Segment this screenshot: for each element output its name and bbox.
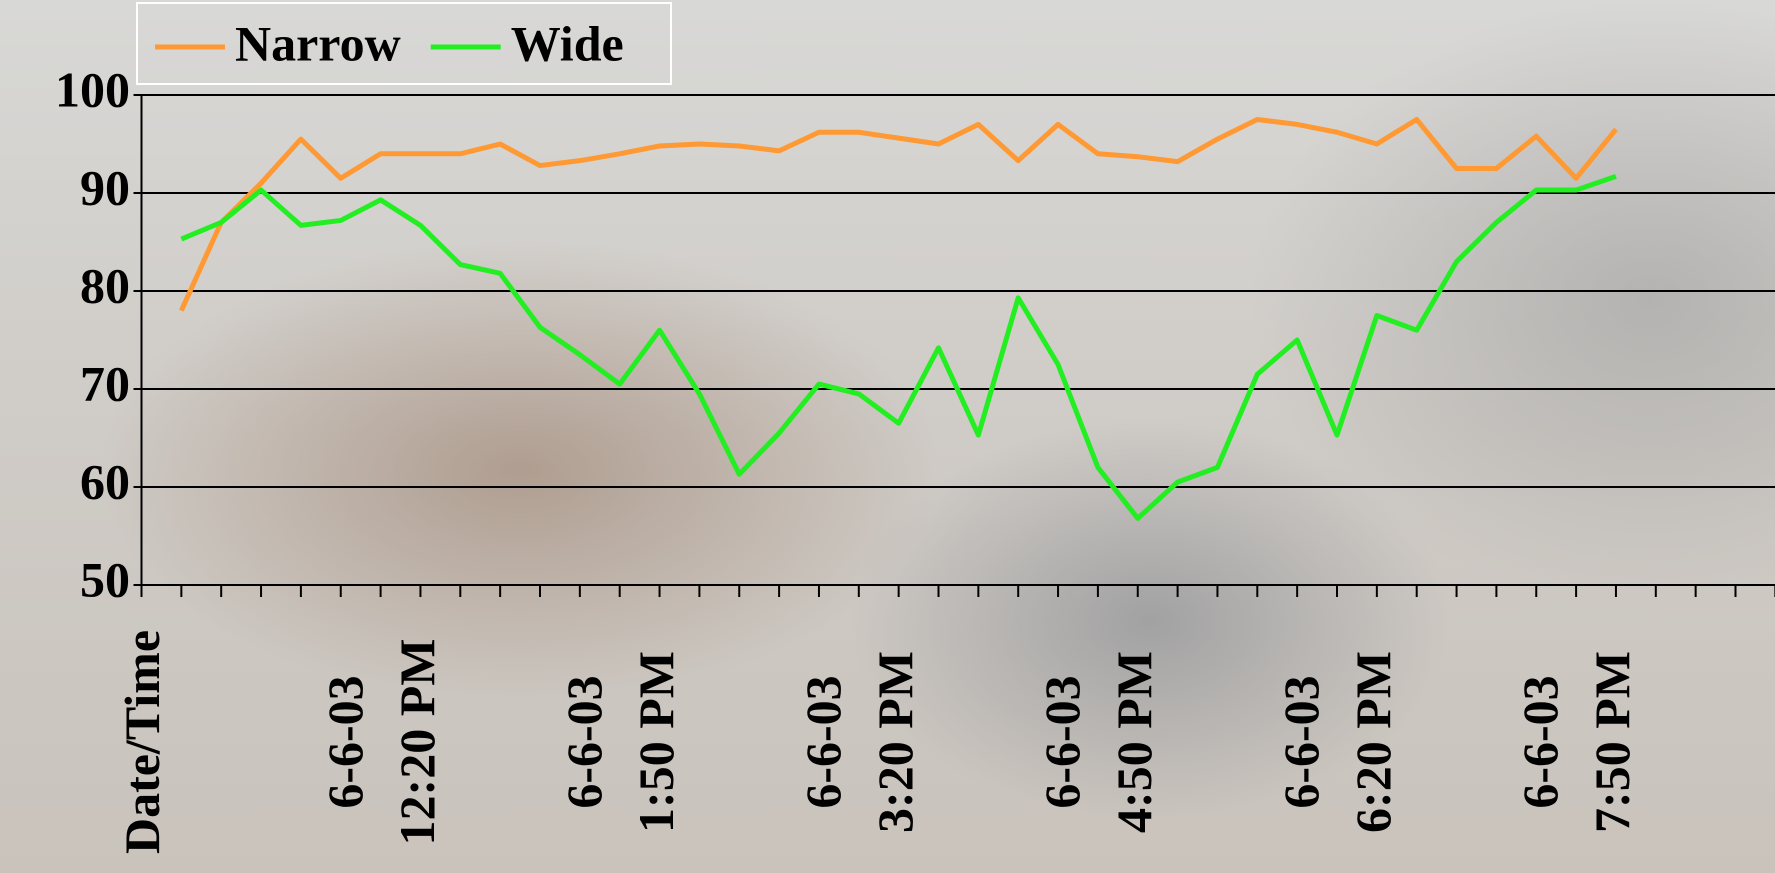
y-tick-label: 70 — [80, 355, 130, 411]
x-tick-label: Date/Time — [113, 629, 170, 855]
x-tick-label: 6-6-03 1:50 PM — [555, 651, 684, 833]
y-tick-label: 50 — [80, 551, 130, 607]
legend-box — [136, 2, 672, 85]
y-tick-label: 60 — [80, 453, 130, 509]
series-line — [180, 173, 1617, 521]
x-tick-label: 6-6-03 7:50 PM — [1512, 651, 1641, 833]
series-line — [179, 117, 1618, 312]
legend-label: Wide — [511, 15, 624, 71]
x-tick-label: 6-6-03 12:20 PM — [316, 638, 445, 846]
x-tick-label: 6-6-03 3:20 PM — [794, 651, 923, 833]
x-tick-label: 6-6-03 6:20 PM — [1273, 651, 1401, 833]
y-tick-label: 100 — [55, 61, 130, 117]
x-tick-label: 6-6-03 4:50 PM — [1033, 651, 1162, 833]
legend-label: Narrow — [235, 15, 401, 71]
y-tick-label: 90 — [80, 159, 130, 215]
y-tick-label: 80 — [80, 257, 130, 313]
